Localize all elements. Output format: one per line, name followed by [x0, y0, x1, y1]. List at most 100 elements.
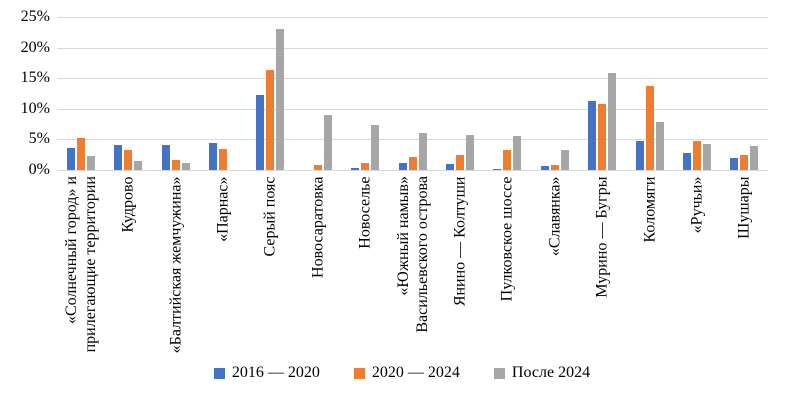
x-category-label: «Ручьи»: [688, 176, 706, 233]
bar-series-2: [655, 121, 664, 170]
gridline: [57, 170, 768, 171]
bar-series-2: [323, 114, 332, 170]
x-category-label: «Южный намыв» Васильевского острова: [394, 176, 431, 333]
bar-series-2: [181, 162, 190, 170]
bar-series-1: [598, 103, 607, 170]
bar-group: [57, 17, 104, 170]
bar-group: [436, 17, 483, 170]
bar-group: [152, 17, 199, 170]
x-category-label: «Солнечный город» и прилегающие территор…: [62, 176, 99, 353]
bar-series-0: [161, 144, 170, 170]
bar-series-1: [266, 70, 275, 170]
y-tick-label: 15%: [20, 69, 50, 87]
bar-series-0: [351, 168, 360, 170]
x-category-label: «Парнас»: [214, 176, 232, 242]
x-label-cell: Кудрово: [104, 176, 151, 368]
x-label-cell: Шушары: [721, 176, 768, 368]
x-label-cell: «Балтийская жемчужина»: [152, 176, 199, 368]
x-category-label: Новосаратовка: [309, 176, 327, 278]
bar-series-0: [445, 163, 454, 170]
x-category-label: Пулковское шоссе: [498, 176, 516, 301]
legend-label: 2020 — 2024: [371, 364, 460, 381]
bar-series-0: [398, 162, 407, 170]
bar-series-1: [692, 141, 701, 170]
bar-series-0: [635, 141, 644, 170]
bar-series-1: [645, 85, 654, 170]
y-tick-label: 25%: [20, 8, 50, 25]
x-label-cell: Новоселье: [341, 176, 388, 368]
bar-series-1: [408, 156, 417, 170]
bar-group: [626, 17, 673, 170]
bar-group: [104, 17, 151, 170]
x-label-cell: «Славянка»: [531, 176, 578, 368]
bar-group: [578, 17, 625, 170]
y-tick-label: 5%: [28, 130, 50, 148]
bar-series-2: [86, 155, 95, 170]
bar-series-1: [124, 150, 133, 170]
bar-series-2: [134, 161, 143, 170]
gridline: [57, 78, 768, 80]
bar-series-0: [493, 168, 502, 170]
x-axis-labels: «Солнечный город» и прилегающие территор…: [57, 176, 768, 368]
legend-item: После 2024: [493, 364, 591, 382]
bar-series-0: [682, 152, 691, 170]
x-label-cell: Янино — Колтуши: [436, 176, 483, 368]
legend-swatch-icon: [493, 367, 505, 379]
bar-series-1: [76, 137, 85, 170]
y-axis: 0% 5% 10% 15% 20% 25%: [0, 0, 50, 402]
bar-series-0: [588, 101, 597, 170]
bar-series-2: [465, 135, 474, 170]
legend-label: 2016 — 2020: [231, 364, 320, 381]
bar-series-1: [218, 148, 227, 170]
bar-series-1: [455, 155, 464, 170]
plot-area: [57, 17, 768, 171]
legend-item: 2016 — 2020: [213, 364, 320, 382]
x-category-label: Коломяги: [641, 176, 659, 242]
x-category-label: Кудрово: [119, 176, 137, 233]
y-tick-label: 20%: [20, 38, 50, 56]
bar-groups: [57, 17, 768, 170]
x-label-cell: Новосаратовка: [294, 176, 341, 368]
gridline: [57, 108, 768, 110]
x-label-cell: «Ручьи»: [673, 176, 720, 368]
x-label-cell: Коломяги: [626, 176, 673, 368]
x-category-label: Шушары: [735, 176, 753, 239]
bar-series-1: [550, 165, 559, 170]
gridline: [57, 139, 768, 141]
y-tick-label: 10%: [20, 99, 50, 117]
legend-item: 2020 — 2024: [353, 364, 460, 382]
bar-group: [673, 17, 720, 170]
bar-group: [294, 17, 341, 170]
bar-series-2: [418, 132, 427, 170]
x-label-cell: «Парнас»: [199, 176, 246, 368]
x-label-cell: Мурино — Бугры: [578, 176, 625, 368]
bar-series-2: [513, 136, 522, 170]
y-tick-label: 0%: [28, 161, 50, 178]
x-category-label: Серый пояс: [261, 176, 279, 256]
bar-group: [389, 17, 436, 170]
bar-series-1: [171, 160, 180, 170]
bar-series-2: [608, 73, 617, 170]
bar-series-0: [208, 143, 217, 170]
bar-series-2: [702, 144, 711, 170]
bar-series-1: [740, 155, 749, 170]
bar-group: [247, 17, 294, 170]
bar-series-0: [540, 166, 549, 170]
bar-group: [341, 17, 388, 170]
x-label-cell: Пулковское шоссе: [484, 176, 531, 368]
bar-series-0: [730, 157, 739, 170]
x-category-label: «Балтийская жемчужина»: [167, 176, 185, 353]
x-category-label: «Славянка»: [546, 176, 564, 256]
bar-group: [721, 17, 768, 170]
legend-label: После 2024: [511, 364, 591, 381]
x-category-label: Мурино — Бугры: [593, 176, 611, 298]
bar-series-1: [503, 149, 512, 170]
bar-series-2: [560, 150, 569, 170]
bar-group: [199, 17, 246, 170]
legend: 2016 — 2020 2020 — 2024 После 2024: [0, 364, 804, 382]
bar-series-2: [371, 124, 380, 170]
bar-series-1: [313, 164, 322, 170]
legend-swatch-icon: [213, 367, 225, 379]
bar-series-2: [750, 145, 759, 170]
